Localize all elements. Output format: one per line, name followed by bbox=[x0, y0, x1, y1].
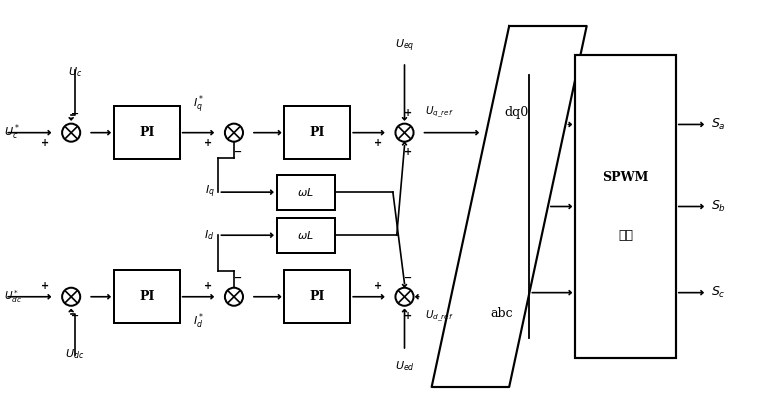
Text: +: + bbox=[374, 138, 382, 148]
Text: −: − bbox=[233, 273, 242, 282]
Text: $S_a$: $S_a$ bbox=[711, 117, 725, 132]
Bar bbox=[114, 106, 180, 159]
Polygon shape bbox=[432, 26, 587, 387]
Text: +: + bbox=[405, 147, 412, 157]
Text: $I_q$: $I_q$ bbox=[205, 184, 215, 200]
Text: $U_{dc}$: $U_{dc}$ bbox=[65, 347, 85, 361]
Text: SPWM: SPWM bbox=[602, 171, 649, 184]
Text: −: − bbox=[405, 273, 412, 282]
Text: $S_b$: $S_b$ bbox=[711, 199, 726, 214]
Circle shape bbox=[395, 123, 414, 142]
Text: 调制: 调制 bbox=[618, 229, 633, 242]
Text: $I_d^*$: $I_d^*$ bbox=[193, 311, 204, 331]
Text: $U_{d\_ref}$: $U_{d\_ref}$ bbox=[426, 309, 454, 324]
Text: +: + bbox=[405, 108, 412, 119]
Text: $S_c$: $S_c$ bbox=[711, 285, 725, 300]
Text: −: − bbox=[71, 311, 79, 321]
Circle shape bbox=[225, 288, 243, 306]
Text: PI: PI bbox=[139, 290, 154, 303]
Bar bbox=[277, 175, 335, 209]
Text: −: − bbox=[71, 108, 79, 119]
Text: $U_{ed}$: $U_{ed}$ bbox=[394, 359, 415, 373]
Text: PI: PI bbox=[310, 290, 325, 303]
Bar bbox=[114, 270, 180, 323]
Text: +: + bbox=[204, 138, 212, 148]
Bar bbox=[277, 218, 335, 253]
Bar bbox=[284, 270, 350, 323]
Text: −: − bbox=[233, 147, 242, 157]
Bar bbox=[575, 55, 676, 358]
Text: $\omega L$: $\omega L$ bbox=[297, 186, 314, 198]
Circle shape bbox=[62, 288, 80, 306]
Text: abc: abc bbox=[490, 307, 513, 320]
Text: $U_c$: $U_c$ bbox=[68, 65, 82, 78]
Bar bbox=[284, 106, 350, 159]
Text: dq0: dq0 bbox=[505, 106, 529, 119]
Text: +: + bbox=[204, 282, 212, 292]
Text: $U_{dc}^*$: $U_{dc}^*$ bbox=[4, 288, 22, 305]
Text: $I_d$: $I_d$ bbox=[205, 228, 215, 242]
Text: PI: PI bbox=[139, 126, 154, 139]
Text: +: + bbox=[374, 282, 382, 292]
Text: +: + bbox=[40, 282, 49, 292]
Text: $\omega L$: $\omega L$ bbox=[297, 229, 314, 241]
Text: +: + bbox=[405, 311, 412, 321]
Circle shape bbox=[395, 288, 414, 306]
Text: $U_{eq}$: $U_{eq}$ bbox=[394, 38, 414, 54]
Text: $U_{q\_ref}$: $U_{q\_ref}$ bbox=[426, 105, 454, 120]
Text: PI: PI bbox=[310, 126, 325, 139]
Text: $U_c^*$: $U_c^*$ bbox=[4, 123, 19, 142]
Text: $I_q^*$: $I_q^*$ bbox=[193, 94, 204, 116]
Circle shape bbox=[62, 123, 80, 142]
Circle shape bbox=[225, 123, 243, 142]
Text: +: + bbox=[40, 138, 49, 148]
